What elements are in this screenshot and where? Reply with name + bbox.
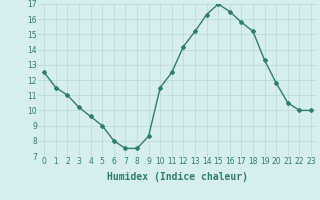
X-axis label: Humidex (Indice chaleur): Humidex (Indice chaleur) bbox=[107, 172, 248, 182]
